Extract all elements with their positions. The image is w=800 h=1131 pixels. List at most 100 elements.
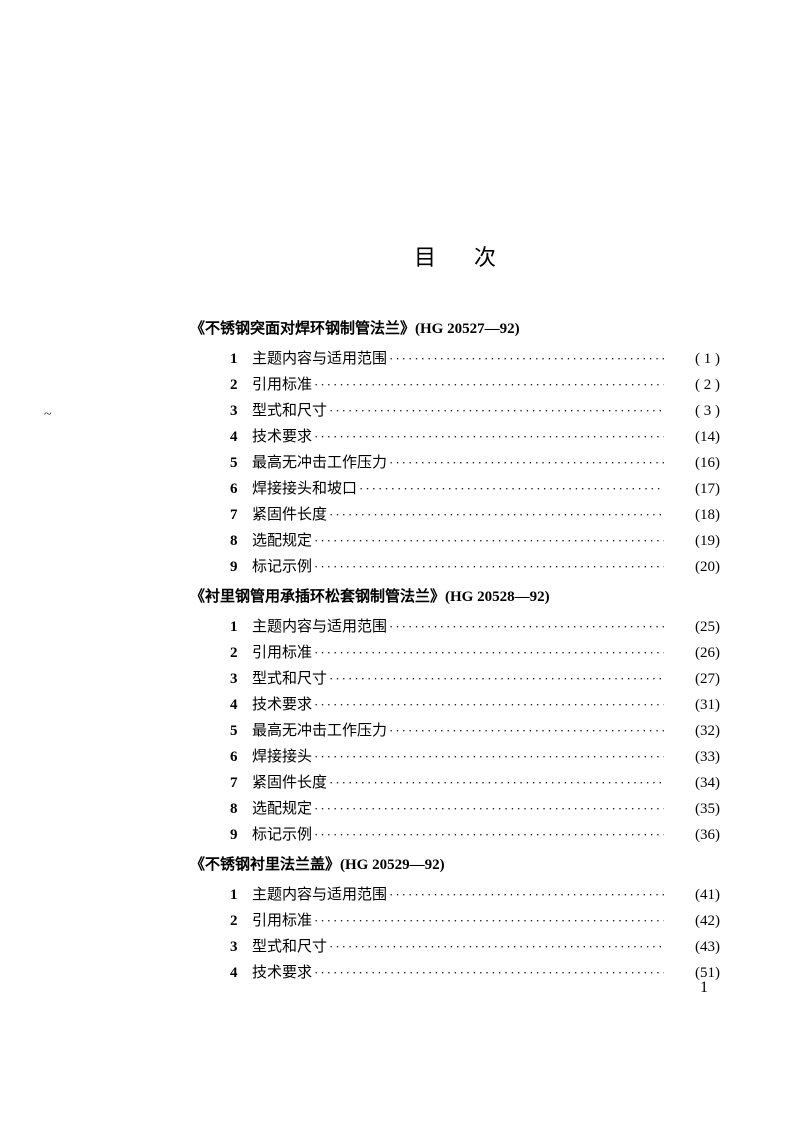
entry-title: 选配规定 (252, 529, 312, 554)
entry-title: 主题内容与适用范围 (252, 883, 387, 908)
entry-number: 8 (230, 797, 252, 822)
entry-title: 选配规定 (252, 797, 312, 822)
entry-number: 6 (230, 477, 252, 502)
entry-number: 9 (230, 823, 252, 848)
entry-title: 技术要求 (252, 693, 312, 718)
entry-page: ( 3 ) (664, 399, 720, 424)
entry-number: 4 (230, 693, 252, 718)
entry-page: ( 2 ) (664, 373, 720, 398)
entry-title: 焊接接头 (252, 745, 312, 770)
entry-number: 2 (230, 909, 252, 934)
dot-leader (312, 372, 664, 397)
dot-leader (327, 666, 664, 691)
dot-leader (312, 960, 664, 985)
dot-leader (312, 692, 664, 717)
dot-leader (387, 614, 664, 639)
entry-title: 型式和尺寸 (252, 399, 327, 424)
dot-leader (327, 398, 664, 423)
toc-page: 目次 《不锈钢突面对焊环钢制管法兰》(HG 20527—92)1主题内容与适用范… (190, 240, 720, 986)
dot-leader (312, 640, 664, 665)
dot-leader (387, 718, 664, 743)
toc-entry: 4技术要求(14) (190, 424, 720, 450)
toc-entry: 1主题内容与适用范围( 1 ) (190, 346, 720, 372)
toc-entry: 3型式和尺寸(43) (190, 934, 720, 960)
entry-page: (16) (664, 451, 720, 476)
section-header: 《衬里钢管用承插环松套钢制管法兰》(HG 20528—92) (190, 584, 720, 610)
entry-title: 最高无冲击工作压力 (252, 451, 387, 476)
entry-title: 标记示例 (252, 823, 312, 848)
entry-page: (32) (664, 719, 720, 744)
entry-number: 3 (230, 935, 252, 960)
dot-leader (312, 424, 664, 449)
entry-page: (51) (664, 961, 720, 986)
entry-page: (36) (664, 823, 720, 848)
entry-title: 引用标准 (252, 641, 312, 666)
entry-title: 紧固件长度 (252, 503, 327, 528)
toc-entry: 8选配规定 (35) (190, 796, 720, 822)
toc-entry: 3型式和尺寸 ( 3 ) (190, 398, 720, 424)
entry-title: 紧固件长度 (252, 771, 327, 796)
dot-leader (312, 554, 664, 579)
dot-leader (357, 476, 664, 501)
entry-number: 2 (230, 373, 252, 398)
toc-entry: 7紧固件长度(18) (190, 502, 720, 528)
entry-page: (25) (664, 615, 720, 640)
toc-entry: 3型式和尺寸(27) (190, 666, 720, 692)
dot-leader (327, 770, 664, 795)
toc-entry: 2引用标准 (42) (190, 908, 720, 934)
entry-title: 主题内容与适用范围 (252, 615, 387, 640)
entry-number: 1 (230, 615, 252, 640)
toc-entry: 5最高无冲击工作压力(32) (190, 718, 720, 744)
section-header: 《不锈钢突面对焊环钢制管法兰》(HG 20527—92) (190, 316, 720, 342)
toc-entry: 1主题内容与适用范围 (25) (190, 614, 720, 640)
toc-entry: 8选配规定 (19) (190, 528, 720, 554)
toc-entry: 1主题内容与适用范围 (41) (190, 882, 720, 908)
entry-page: (35) (664, 797, 720, 822)
toc-entry: 6焊接接头(33) (190, 744, 720, 770)
dot-leader (312, 744, 664, 769)
entry-title: 技术要求 (252, 961, 312, 986)
entry-title: 标记示例 (252, 555, 312, 580)
entry-page: (31) (664, 693, 720, 718)
dot-leader (387, 346, 664, 371)
dot-leader (387, 450, 664, 475)
dot-leader (327, 934, 664, 959)
entry-number: 8 (230, 529, 252, 554)
scan-artifact: ~ (44, 407, 52, 423)
entry-number: 4 (230, 425, 252, 450)
entry-page: (18) (664, 503, 720, 528)
toc-entry: 4技术要求 (51) (190, 960, 720, 986)
entry-title: 主题内容与适用范围 (252, 347, 387, 372)
page-number-footer: 1 (700, 979, 708, 997)
entry-page: (14) (664, 425, 720, 450)
entry-page: (33) (664, 745, 720, 770)
dot-leader (312, 822, 664, 847)
entry-page: (41) (664, 883, 720, 908)
toc-entry: 9标记示例 (20) (190, 554, 720, 580)
entry-title: 型式和尺寸 (252, 667, 327, 692)
entry-number: 9 (230, 555, 252, 580)
entry-number: 3 (230, 667, 252, 692)
entry-number: 5 (230, 451, 252, 476)
entry-page: (19) (664, 529, 720, 554)
toc-entry: 2引用标准(26) (190, 640, 720, 666)
dot-leader (312, 796, 664, 821)
section-header: 《不锈钢衬里法兰盖》(HG 20529—92) (190, 852, 720, 878)
toc-entry: 5最高无冲击工作压力 (16) (190, 450, 720, 476)
entry-number: 7 (230, 771, 252, 796)
entry-page: (17) (664, 477, 720, 502)
toc-entry: 9标记示例 (36) (190, 822, 720, 848)
entry-number: 4 (230, 961, 252, 986)
entry-number: 2 (230, 641, 252, 666)
entry-title: 引用标准 (252, 909, 312, 934)
entry-page: (20) (664, 555, 720, 580)
dot-leader (312, 908, 664, 933)
entry-number: 1 (230, 883, 252, 908)
toc-entry: 6焊接接头和坡口 (17) (190, 476, 720, 502)
entry-title: 引用标准 (252, 373, 312, 398)
entry-page: (42) (664, 909, 720, 934)
entry-number: 3 (230, 399, 252, 424)
dot-leader (312, 528, 664, 553)
entry-title: 焊接接头和坡口 (252, 477, 357, 502)
toc-entry: 2引用标准 ( 2 ) (190, 372, 720, 398)
